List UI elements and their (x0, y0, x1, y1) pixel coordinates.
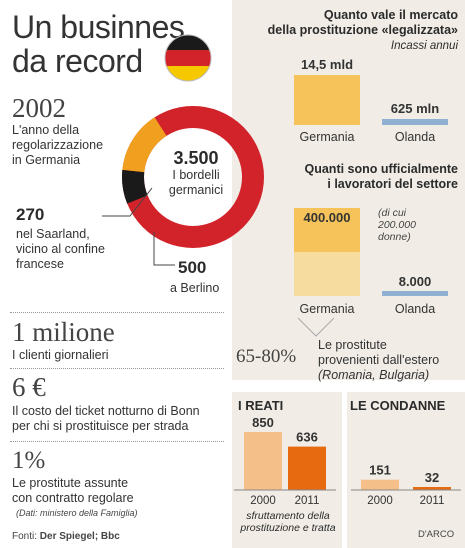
brothels-total-value: 3.500 (173, 148, 219, 168)
clients-value: 1 milione (12, 317, 115, 347)
bar-2011 (413, 487, 451, 490)
ticket-text: Il costo del ticket notturno di Bonn per… (12, 404, 200, 434)
convictions-chart: 151 2000 32 2011 (351, 463, 461, 507)
donut-slice-saarland (122, 106, 264, 248)
brothels-donut-chart (121, 106, 264, 248)
callout-pointer (297, 318, 335, 337)
workers-title-line: Quanti sono ufficialmente (304, 162, 459, 176)
convictions-panel (347, 392, 465, 548)
crimes-caption-line: sfruttamento della (246, 510, 330, 522)
workers-note-line: (di cui (378, 207, 407, 219)
bar-Germania (294, 75, 360, 125)
foreign-detail: (Romania, Bulgaria) (318, 368, 430, 382)
value-label: 8.000 (399, 274, 432, 289)
year-text-line: L'anno della (12, 123, 80, 137)
market-title-line: della prostituzione «legalizzata» (267, 23, 458, 37)
year-value: 2002 (12, 93, 66, 123)
saarland-line: nel Saarland, (16, 227, 90, 241)
bar-Olanda (382, 119, 448, 125)
divider (10, 368, 224, 369)
page-title: Un businnes da record (12, 9, 185, 79)
foreign-text: Le prostitute provenienti dall'estero (R… (318, 338, 439, 383)
bar-2000 (244, 432, 282, 490)
contract-text: Le prostitute assunte con contratto rego… (12, 476, 134, 506)
brothels-total-line: I bordelli (172, 168, 220, 182)
crimes-title: I REATI (238, 398, 284, 413)
market-chart-title: Quanto vale il mercato della prostituzio… (236, 8, 458, 38)
market-title-line: Quanto vale il mercato (323, 8, 458, 22)
saarland-value: 270 (16, 205, 45, 224)
workers-chart-title: Quanti sono ufficialmente i lavoratori d… (236, 162, 459, 192)
donut-slices (121, 106, 264, 248)
foreign-value: 65-80% (236, 346, 297, 367)
contract-value: 1% (12, 447, 46, 474)
value-label: 625 mln (391, 101, 439, 116)
contract-line: Le prostitute assunte (12, 476, 129, 490)
saarland-line: francese (16, 257, 64, 271)
foreign-line: provenienti dall'estero (318, 353, 440, 367)
saarland-leader-line (102, 187, 153, 217)
right-chart-panel (232, 0, 465, 380)
bar-2011 (288, 446, 326, 490)
contract-line: con contratto regolare (12, 491, 134, 505)
value-label: 636 (296, 430, 318, 445)
value-label: 14,5 mld (301, 57, 353, 72)
category-label: 2000 (250, 495, 276, 507)
ticket-value: 6 € (12, 372, 46, 402)
value-label: 32 (425, 470, 439, 485)
workers-chart: 400.000 8.000 Germania Olanda (294, 208, 448, 316)
clients-text: I clienti giornalieri (12, 348, 109, 362)
title-line-2: da record (12, 43, 143, 79)
title-line-1: Un businnes (12, 9, 185, 45)
berlin-label: a Berlino (170, 281, 220, 295)
workers-note-line: donne) (378, 231, 411, 243)
workers-note: (di cui 200.000 donne) (378, 207, 416, 243)
category-label: Germania (300, 302, 355, 316)
category-label: Olanda (395, 130, 435, 144)
berlin-value: 500 (178, 258, 207, 277)
value-label: 850 (252, 415, 274, 430)
category-label: 2011 (420, 495, 445, 507)
credit: D'ARCO (418, 529, 455, 540)
category-label: 2011 (295, 495, 320, 507)
workers-note-line: 200.000 (378, 219, 416, 231)
value-label: 151 (369, 463, 391, 478)
category-label: 2000 (367, 495, 393, 507)
contract-note: (Dati: ministero della Famiglia) (16, 508, 138, 518)
bar-Germania-women (294, 208, 360, 252)
berlin-leader-line (153, 232, 175, 266)
brothels-total-line: germanici (168, 183, 224, 197)
category-label: Germania (300, 130, 355, 144)
year-text-line: in Germania (12, 153, 81, 167)
year-text: L'anno della regolarizzazione in Germani… (12, 123, 103, 168)
divider (10, 441, 224, 442)
workers-title-line: i lavoratori del settore (327, 177, 458, 191)
crimes-caption-line: prostituzione e tratta (240, 522, 336, 534)
bar-Olanda (382, 291, 448, 296)
value-label: 400.000 (304, 210, 351, 225)
donut-center-label: 3.500 I bordelli germanici (160, 148, 232, 198)
foreign-line: Le prostitute (318, 338, 387, 352)
ticket-line: per chi si prostituisce per strada (12, 419, 189, 433)
crimes-caption: sfruttamento della prostituzione e tratt… (234, 510, 342, 534)
crimes-chart: 850 2000 636 2011 (234, 415, 336, 507)
saarland-line: vicino al confine (16, 242, 105, 256)
ticket-line: Il costo del ticket notturno di Bonn (12, 404, 200, 418)
convictions-title: LE CONDANNE (350, 398, 446, 413)
divider (10, 312, 224, 313)
sources-names: Der Spiegel; Bbc (39, 531, 120, 542)
sources: Fonti: Der Spiegel; Bbc (12, 531, 120, 542)
saarland-text: nel Saarland, vicino al confine francese (16, 227, 105, 272)
market-value-chart: 14,5 mld Germania 625 mln Olanda (294, 57, 448, 144)
year-text-line: regolarizzazione (12, 138, 104, 152)
germany-flag-icon (164, 34, 212, 82)
category-label: Olanda (395, 302, 435, 316)
bar-2000 (361, 479, 399, 490)
market-chart-subtitle: Incassi annui (390, 40, 458, 52)
sources-prefix: Fonti: (12, 531, 40, 542)
